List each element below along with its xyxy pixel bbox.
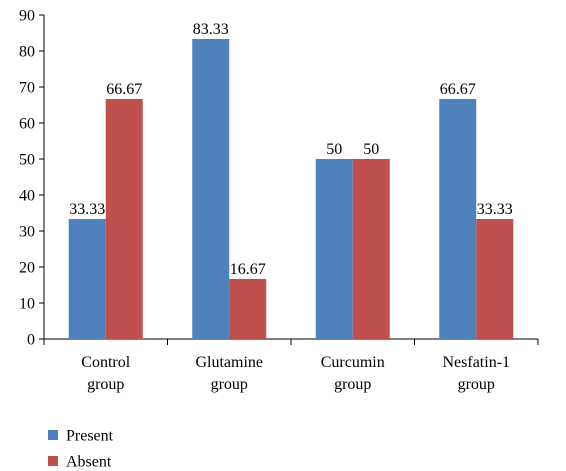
bar-absent-2 bbox=[352, 159, 390, 339]
data-label-absent-2: 50 bbox=[363, 141, 379, 158]
x-category-label: Nesfatin-1 bbox=[442, 354, 510, 371]
y-tick-label: 30 bbox=[19, 224, 35, 241]
x-category-label: Glutamine bbox=[195, 354, 263, 371]
data-label-absent-0: 66.67 bbox=[106, 81, 142, 98]
y-tick-label: 40 bbox=[19, 188, 35, 205]
y-tick-label: 20 bbox=[19, 260, 35, 277]
data-label-present-2: 50 bbox=[326, 141, 342, 158]
x-category-label: group bbox=[334, 376, 371, 393]
data-label-absent-1: 16.67 bbox=[230, 261, 266, 278]
data-label-present-1: 83.33 bbox=[193, 21, 229, 38]
bar-absent-3 bbox=[476, 219, 514, 339]
x-category-label: Curcumin bbox=[321, 354, 385, 371]
y-tick-label: 70 bbox=[19, 80, 35, 97]
x-category-label: group bbox=[211, 376, 248, 393]
x-category-label: group bbox=[87, 376, 124, 393]
x-category-label: Control bbox=[81, 354, 130, 371]
x-category-label: group bbox=[458, 376, 495, 393]
legend-swatch-present bbox=[48, 430, 58, 440]
y-tick-label: 0 bbox=[27, 332, 35, 349]
data-label-present-0: 33.33 bbox=[69, 201, 105, 218]
bar-present-2 bbox=[315, 159, 353, 339]
bar-present-3 bbox=[439, 98, 477, 339]
legend-label-absent: Absent bbox=[66, 454, 112, 471]
y-tick-label: 10 bbox=[19, 296, 35, 313]
bar-present-0 bbox=[68, 219, 106, 339]
legend-label-present: Present bbox=[66, 428, 114, 445]
data-label-absent-3: 33.33 bbox=[477, 201, 513, 218]
bar-absent-1 bbox=[229, 278, 267, 339]
bar-present-1 bbox=[192, 39, 230, 340]
bar-absent-0 bbox=[105, 98, 143, 339]
data-label-present-3: 66.67 bbox=[440, 81, 476, 98]
y-tick-label: 90 bbox=[19, 8, 35, 25]
y-tick-label: 60 bbox=[19, 116, 35, 133]
legend-swatch-absent bbox=[48, 456, 58, 466]
y-tick-label: 50 bbox=[19, 152, 35, 169]
y-tick-label: 80 bbox=[19, 44, 35, 61]
